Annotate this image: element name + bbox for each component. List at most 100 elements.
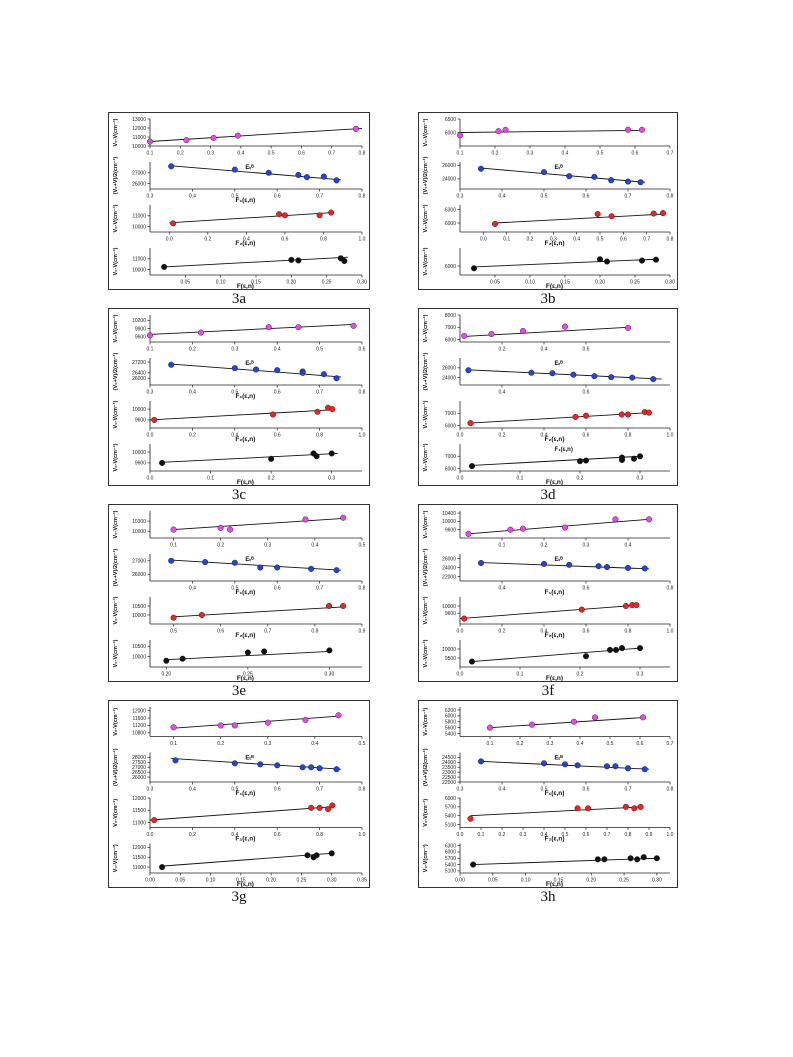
- y-tick-label: 13000: [132, 117, 146, 123]
- x-tick-label: 0.2: [577, 476, 584, 482]
- x-tick-label: 0.3: [231, 347, 238, 353]
- y-tick-label: 26500: [132, 770, 146, 776]
- data-point: [469, 658, 476, 665]
- x-tick-label: 0.6: [274, 194, 281, 200]
- x-axis-label: F(ε,n): [237, 675, 254, 682]
- x-tick-label: 0.2: [189, 347, 196, 353]
- strip-3: 0.0 0.2 0.4 0.6 0.8 1.0 10000 11000 V₀-V(cm⁻¹) F₂…: [112, 204, 366, 247]
- x-tick-label: 0.05: [488, 878, 498, 884]
- data-point: [650, 210, 657, 217]
- data-point: [561, 323, 568, 330]
- x-tick-label: 0.6: [583, 433, 590, 439]
- y-axis-label: V₀-V(cm⁻¹): [422, 400, 429, 428]
- y-tick-label: 5100: [445, 822, 456, 828]
- x-tick-label: 0.2: [217, 741, 224, 747]
- y-tick-label: 10000: [132, 654, 146, 660]
- data-point: [591, 173, 598, 180]
- x-tick-label: 0.2: [492, 151, 499, 157]
- fit-line: [468, 518, 650, 535]
- strip-4: 0.00 0.05 0.10 0.15 0.20 0.25 0.30 0.35 11000 115…: [112, 843, 367, 888]
- x-tick-label: 0.2: [499, 629, 506, 635]
- strip-2: 0.4 0.6 0.8 22000 24000 26000 (V₀+V)/2(cm⁻¹) Eₜ…: [422, 549, 674, 596]
- y-tick-label: 7000: [445, 454, 456, 460]
- data-point: [612, 763, 619, 770]
- data-point: [578, 606, 585, 613]
- data-point: [618, 645, 625, 652]
- data-point: [326, 602, 333, 609]
- y-tick-label: 6000: [445, 850, 456, 856]
- strip-2: 0.4 0.5 0.6 0.7 0.8 26000 27000 (V₀+V)/2(cm⁻¹) E…: [112, 549, 366, 596]
- x-tick-label: 1.0: [359, 237, 366, 243]
- data-point: [624, 126, 631, 133]
- x-tick-label: 0.2: [268, 476, 275, 482]
- fit-line: [149, 806, 335, 821]
- fit-line: [471, 455, 641, 466]
- data-point: [582, 457, 589, 464]
- y-axis-label: V₀-V(cm⁻¹): [112, 799, 119, 827]
- chart-panel-3a: 0.1 0.2 0.3 0.4 0.5 0.6 0.7 0.8 10000 11000 12000 1…: [108, 112, 370, 290]
- x-tick-label: 1.0: [667, 832, 674, 838]
- data-point: [457, 132, 464, 139]
- x-tick-label: 0.1: [503, 237, 510, 243]
- y-tick-label: 24000: [442, 760, 456, 766]
- y-tick-label: 26000: [442, 366, 456, 372]
- x-tick-label: 0.20: [266, 878, 276, 884]
- data-point: [636, 453, 643, 460]
- x-tick-label: 0.6: [583, 832, 590, 838]
- x-axis-label: F₁(ε,n): [235, 790, 255, 797]
- y-axis-label: V₀-V(cm⁻¹): [422, 708, 429, 736]
- x-tick-label: 0.4: [577, 741, 584, 747]
- y-tick-label: 5600: [445, 725, 456, 731]
- y-axis-label: V₀-V(cm⁻¹): [112, 118, 119, 146]
- x-tick-label: 0.5: [597, 151, 604, 157]
- y-tick-label: 6000: [445, 264, 456, 270]
- y-tick-label: 5100: [445, 869, 456, 875]
- fit-line: [162, 453, 338, 463]
- x-tick-label: 0.2: [499, 433, 506, 439]
- data-point: [519, 525, 526, 532]
- y-tick-label: 5800: [445, 720, 456, 726]
- figure-caption: 3a: [231, 291, 247, 307]
- y-axis-label: V₀-V(cm⁻¹): [112, 844, 119, 872]
- y-tick-label: 6000: [445, 221, 456, 227]
- x-tick-label: 0.0: [166, 237, 173, 243]
- x-tick-label: 0.3: [637, 672, 644, 678]
- x-axis-label: F(ε,n): [237, 283, 254, 290]
- x-tick-label: 0.9: [359, 629, 366, 635]
- y-tick-label: 24000: [442, 177, 456, 183]
- x-tick-label: 0.0: [457, 629, 464, 635]
- data-point: [478, 165, 485, 172]
- x-tick-label: 0.20: [286, 280, 296, 286]
- data-point: [653, 855, 660, 862]
- data-point: [151, 817, 158, 824]
- x-tick-label: 0.4: [189, 194, 196, 200]
- x-tick-label: 0.1: [207, 476, 214, 482]
- y-tick-label: 10000: [132, 613, 146, 619]
- data-point: [624, 411, 631, 418]
- strip-3: 0.0 0.1 0.2 0.3 0.4 0.5 0.6 0.7 0.8 6000 6300 V₀-V(…: [422, 204, 674, 247]
- y-tick-label: 22000: [442, 574, 456, 580]
- data-point: [257, 564, 264, 571]
- x-tick-label: 0.8: [359, 151, 366, 157]
- y-tick-label: 10000: [442, 647, 456, 653]
- y-tick-label: 26000: [132, 572, 146, 578]
- data-point: [234, 132, 241, 139]
- data-point: [328, 209, 335, 216]
- strip-1: 0.1 0.2 0.3 0.4 0.5 0.6 0.7 6000 6500 V₀-V(cm⁻¹): [422, 117, 674, 157]
- fit-line: [489, 716, 647, 729]
- data-point: [179, 655, 186, 662]
- y-tick-label: 6000: [445, 337, 456, 343]
- y-tick-label: 9600: [135, 418, 146, 424]
- data-point: [333, 766, 340, 773]
- data-point: [629, 374, 636, 381]
- data-point: [147, 138, 154, 145]
- y-tick-label: 22500: [442, 775, 456, 781]
- y-axis-label: (V₀+V)/2(cm⁻¹): [422, 353, 429, 391]
- x-tick-label: 0.7: [625, 194, 632, 200]
- y-axis-label: V₀-V(cm⁻¹): [112, 639, 119, 667]
- x-tick-label: 0.4: [541, 347, 548, 353]
- data-point: [636, 645, 643, 652]
- x-tick-label: 0.4: [625, 543, 632, 549]
- data-point: [624, 765, 631, 772]
- x-tick-label: 0.25: [619, 878, 629, 884]
